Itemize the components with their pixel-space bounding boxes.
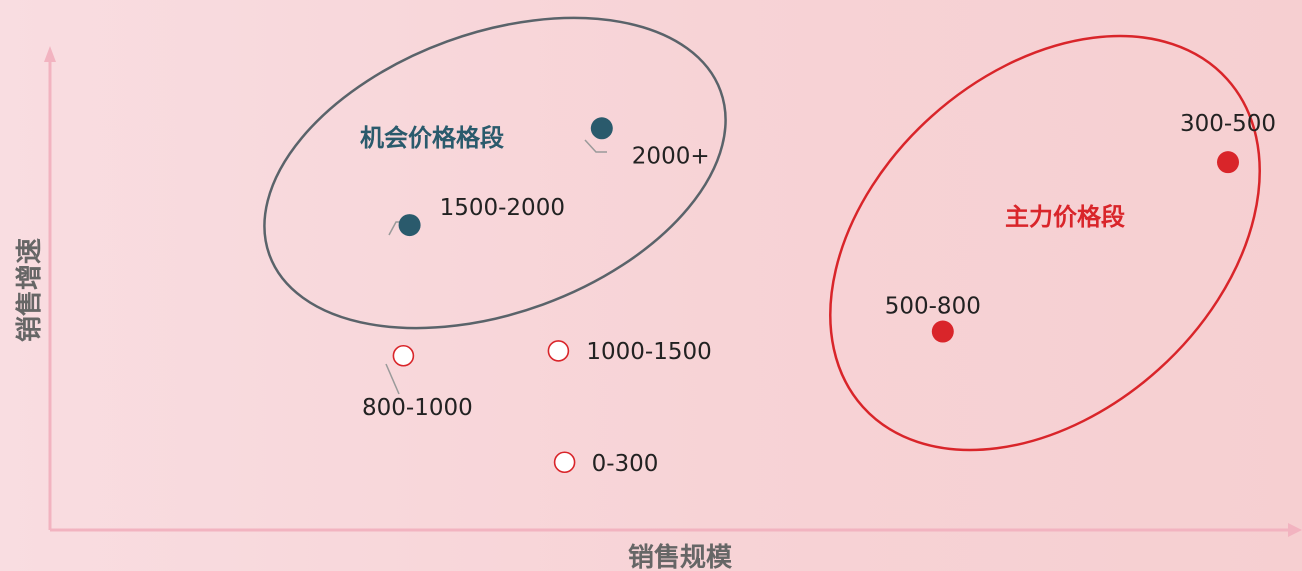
- ellipse-opportunity-segment: [263, 16, 727, 330]
- leader-line-800-1000: [385, 363, 400, 395]
- data-point-5: [547, 340, 570, 362]
- group-label-main: 主力价格段: [1005, 203, 1125, 231]
- data-point-3: [931, 320, 954, 343]
- data-point-label-1: 1500-2000: [440, 195, 565, 221]
- data-point-label-4: 800-1000: [362, 395, 473, 421]
- data-point-4: [392, 344, 415, 367]
- data-point-label-3: 500-800: [885, 294, 981, 320]
- ellipse-main-segment: [829, 34, 1261, 452]
- data-point-6: [553, 451, 576, 474]
- group-label-opportunity: 机会价格格段: [360, 124, 504, 152]
- data-point-label-2: 300-500: [1180, 111, 1276, 137]
- data-point-1: [398, 214, 421, 237]
- data-point-label-6: 0-300: [592, 451, 659, 477]
- x-axis-arrow: [1288, 523, 1302, 537]
- data-point-0: [590, 117, 613, 140]
- x-axis-title: 销售规模: [628, 542, 733, 571]
- data-point-label-5: 1000-1500: [586, 339, 711, 365]
- data-point-2: [1217, 151, 1239, 174]
- y-axis-arrow: [44, 46, 56, 62]
- leader-line-2000-plus: [584, 139, 607, 153]
- data-point-label-0: 2000+: [632, 143, 710, 169]
- y-axis-title: 销售增速: [14, 238, 45, 342]
- points-layer: 2000+ 1500-2000 300-500 500-800 800-1000 1000…: [362, 111, 1276, 477]
